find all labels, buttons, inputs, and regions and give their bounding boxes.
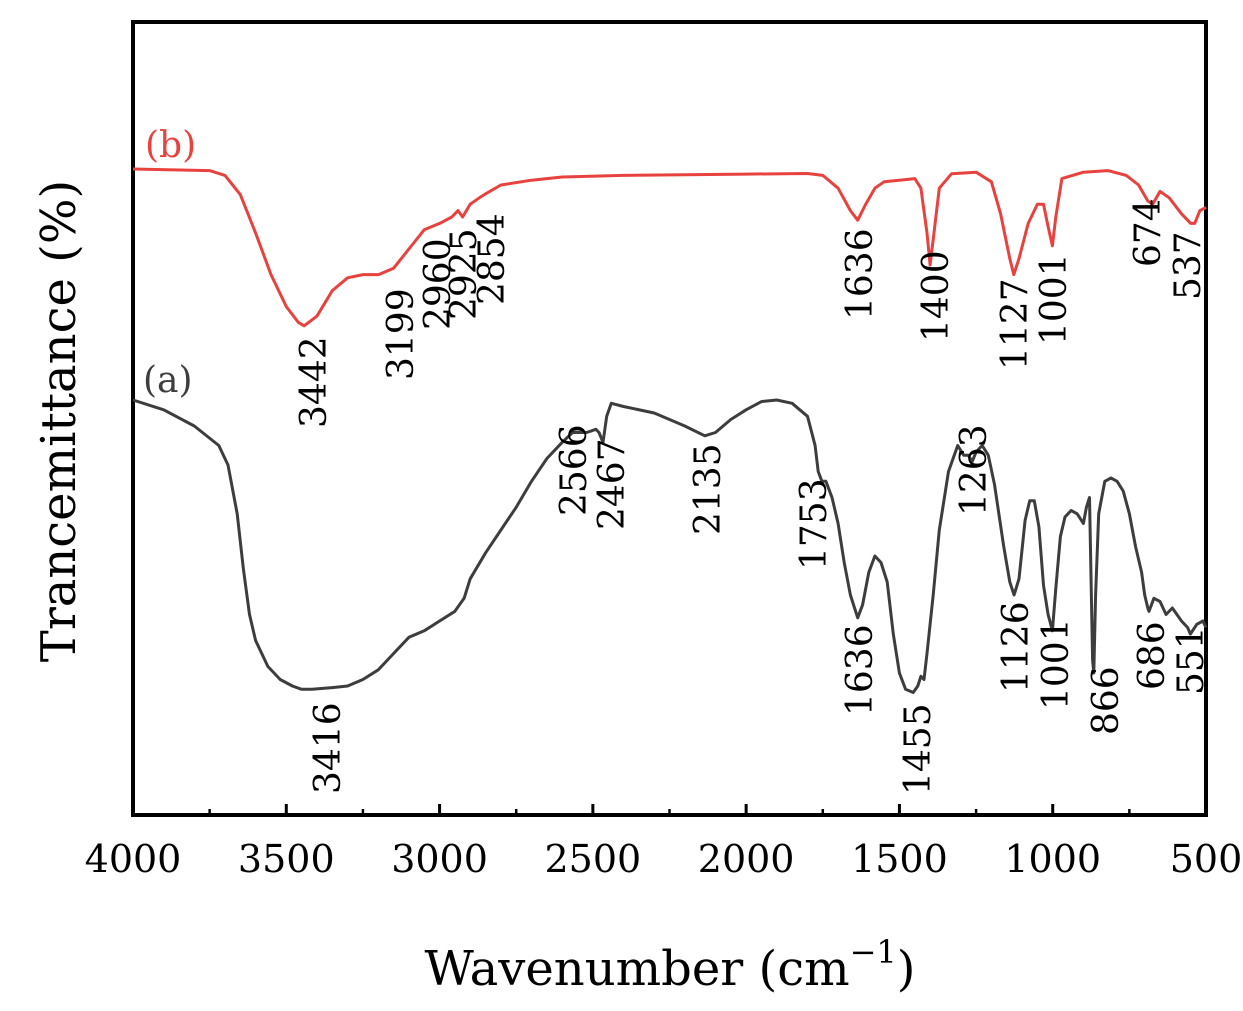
peak-label-a-1636: 1636 [840,624,881,716]
peak-label-a-686: 686 [1132,621,1173,690]
peak-label-b-2960: 2960 [418,238,459,330]
peak-label-a-866: 866 [1086,666,1127,735]
peak-label-a-2467: 2467 [592,438,633,530]
peak-label-a-2566: 2566 [554,424,595,516]
x-tick-label-1000: 1000 [1004,837,1101,881]
y-axis-label: Trancemittance (%) [31,180,87,662]
series-label-a: (a) [143,360,193,401]
x-axis-label-sup: −1 [850,933,897,971]
peak-label-b-1636: 1636 [840,228,881,320]
peak-label-b-1001: 1001 [1034,253,1075,345]
peak-label-a-1753: 1753 [794,478,835,570]
peak-label-b-537: 537 [1168,231,1209,300]
series-line-b [132,167,1207,328]
peak-label-b-2925: 2925 [444,228,485,320]
x-axis-label-close: ) [897,941,916,997]
x-tick-label-4000: 4000 [85,837,182,881]
peak-label-b-3199: 3199 [381,288,422,380]
peak-label-a-1001: 1001 [1036,618,1077,710]
peak-label-b-2854: 2854 [472,213,513,305]
x-axis-label: Wavenumber (cm−1) [424,933,915,997]
x-tick-label-3000: 3000 [391,837,488,881]
peak-label-a-3416: 3416 [308,702,349,794]
x-tick-label-1500: 1500 [851,837,948,881]
peak-label-b-674: 674 [1128,198,1169,267]
series-label-b: (b) [145,125,196,166]
peak-label-a-1126: 1126 [996,601,1037,693]
peak-label-b-3442: 3442 [294,336,335,428]
x-tick-label-3500: 3500 [238,837,335,881]
x-tick-label-500: 500 [1170,837,1243,881]
peak-label-a-1263: 1263 [954,424,995,516]
peak-label-a-2135: 2135 [688,443,729,535]
x-axis-label-main: Wavenumber (cm [424,941,849,997]
peak-label-a-551: 551 [1171,626,1212,695]
series-line-a [132,398,1208,694]
peak-label-a-1455: 1455 [898,703,939,795]
x-tick-label-2000: 2000 [698,837,795,881]
x-tick-label-2500: 2500 [544,837,641,881]
peak-label-b-1400: 1400 [916,250,957,342]
peak-label-b-1127: 1127 [995,278,1036,370]
